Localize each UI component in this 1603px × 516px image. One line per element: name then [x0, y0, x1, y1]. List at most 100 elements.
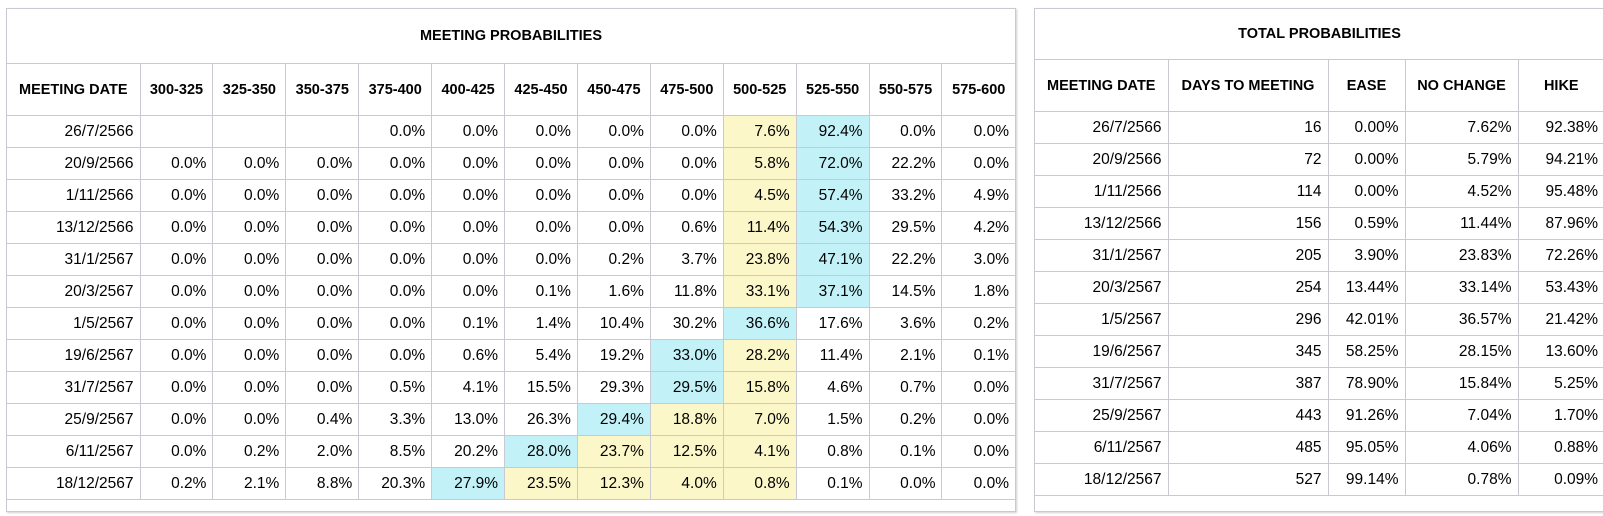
meeting-date-cell: 18/12/2567 [7, 467, 141, 500]
hike-cell: 72.26% [1517, 239, 1603, 272]
meeting-date-cell: 26/7/2566 [7, 115, 141, 148]
column-header-rate-range: 400-425 [431, 63, 506, 116]
probability-cell: 0.0% [576, 211, 651, 244]
probability-cell: 0.0% [139, 307, 214, 340]
meeting-date-cell: 13/12/2566 [7, 211, 141, 244]
probability-cell: 13.0% [431, 403, 506, 436]
no-change-cell: 7.04% [1404, 399, 1519, 432]
probability-cell: 0.1% [795, 467, 870, 500]
ease-cell: 0.00% [1327, 143, 1406, 176]
probability-cell: 19.2% [576, 339, 651, 372]
meeting-date-cell: 1/11/2566 [1035, 175, 1169, 208]
probability-cell: 92.4% [795, 115, 870, 148]
meeting-probabilities-title: MEETING PROBABILITIES [7, 9, 1015, 64]
probability-cell: 2.0% [285, 435, 360, 468]
meeting-date-cell: 20/9/2566 [7, 147, 141, 180]
probability-cell: 0.0% [139, 403, 214, 436]
meeting-date-cell: 1/5/2567 [1035, 303, 1169, 336]
probability-cell: 5.4% [504, 339, 578, 372]
ease-cell: 99.14% [1327, 463, 1406, 496]
probability-cell: 5.8% [722, 147, 797, 180]
probability-cell: 0.1% [431, 307, 506, 340]
table-row: 19/6/2567 0.0% 0.0% 0.0% 0.0% 0.6% 5.4% 19.2% 33… [7, 339, 1015, 372]
meeting-date-cell: 31/1/2567 [7, 243, 141, 276]
table-row: 26/7/2566 16 0.00% 7.62% 92.38% [1035, 111, 1603, 144]
probability-cell: 7.6% [722, 115, 797, 148]
probability-cell: 4.9% [941, 179, 1015, 212]
probability-cell: 1.6% [576, 275, 651, 308]
probability-cell: 12.3% [576, 467, 651, 500]
no-change-cell: 28.15% [1404, 335, 1519, 368]
no-change-cell: 15.84% [1404, 367, 1519, 400]
ease-cell: 95.05% [1327, 431, 1406, 464]
probability-cell: 0.0% [868, 467, 943, 500]
days-to-meeting-cell: 296 [1167, 303, 1329, 336]
probability-cell: 33.2% [868, 179, 943, 212]
column-header-rate-range: 550-575 [868, 63, 943, 116]
ease-cell: 3.90% [1327, 239, 1406, 272]
probability-cell: 0.2% [868, 403, 943, 436]
days-to-meeting-cell: 205 [1167, 239, 1329, 272]
probability-cell [139, 115, 214, 148]
probability-cell: 0.6% [649, 211, 724, 244]
table-row: 25/9/2567 0.0% 0.0% 0.4% 3.3% 13.0% 26.3% 29.4%… [7, 403, 1015, 436]
total-probabilities-title: TOTAL PROBABILITIES [1035, 9, 1603, 60]
table-row: 25/9/2567 443 91.26% 7.04% 1.70% [1035, 399, 1603, 432]
column-header-meeting-date: MEETING DATE [1035, 59, 1169, 112]
probability-cell: 12.5% [649, 435, 724, 468]
probability-cell: 2.1% [212, 467, 287, 500]
probability-cell: 33.1% [722, 275, 797, 308]
no-change-cell: 33.14% [1404, 271, 1519, 304]
meeting-date-cell: 20/3/2567 [1035, 271, 1169, 304]
probability-cell: 0.0% [212, 243, 287, 276]
probability-cell: 29.3% [576, 371, 651, 404]
probability-cell: 0.0% [576, 115, 651, 148]
table-row: 31/1/2567 205 3.90% 23.83% 72.26% [1035, 239, 1603, 272]
probability-cell: 0.0% [576, 179, 651, 212]
no-change-cell: 4.06% [1404, 431, 1519, 464]
meeting-date-cell: 13/12/2566 [1035, 207, 1169, 240]
probability-cell: 0.0% [212, 403, 287, 436]
probability-cell: 0.2% [212, 435, 287, 468]
column-header-ease: EASE [1327, 59, 1406, 112]
probability-cell: 0.0% [431, 179, 506, 212]
column-header-rate-range: 375-400 [358, 63, 433, 116]
probability-cell: 18.8% [649, 403, 724, 436]
total-probabilities-header: MEETING DATE DAYS TO MEETING EASE NO CHANGE… [1035, 59, 1603, 112]
hike-cell: 1.70% [1517, 399, 1603, 432]
probability-cell: 0.0% [358, 243, 433, 276]
probability-cell: 20.3% [358, 467, 433, 500]
probability-cell: 36.6% [722, 307, 797, 340]
meeting-probabilities-body: 26/7/2566 0.0% 0.0% 0.0% 0.0% 0.0% 7.6% 92.4% 0.… [7, 115, 1015, 500]
probability-cell: 0.8% [722, 467, 797, 500]
probability-cell: 0.1% [504, 275, 578, 308]
meeting-date-cell: 19/6/2567 [7, 339, 141, 372]
column-header-rate-range: 325-350 [212, 63, 287, 116]
probability-cell: 0.0% [358, 115, 433, 148]
meeting-date-cell: 18/12/2567 [1035, 463, 1169, 496]
total-probabilities-table: TOTAL PROBABILITIES MEETING DATE DAYS TO … [1035, 9, 1603, 496]
ease-cell: 58.25% [1327, 335, 1406, 368]
probability-cell: 0.0% [139, 339, 214, 372]
ease-cell: 42.01% [1327, 303, 1406, 336]
probability-cell: 22.2% [868, 243, 943, 276]
no-change-cell: 7.62% [1404, 111, 1519, 144]
column-header-no-change: NO CHANGE [1404, 59, 1519, 112]
probability-cell: 0.0% [139, 179, 214, 212]
probability-cell: 30.2% [649, 307, 724, 340]
probability-cell: 0.0% [941, 403, 1015, 436]
no-change-cell: 11.44% [1404, 207, 1519, 240]
meeting-date-cell: 19/6/2567 [1035, 335, 1169, 368]
table-row: 18/12/2567 0.2% 2.1% 8.8% 20.3% 27.9% 23.5% 12.… [7, 467, 1015, 500]
probability-cell: 17.6% [795, 307, 870, 340]
table-row: 20/9/2566 0.0% 0.0% 0.0% 0.0% 0.0% 0.0% 0.0% 0.0… [7, 147, 1015, 180]
days-to-meeting-cell: 114 [1167, 175, 1329, 208]
meeting-probabilities-panel: MEETING PROBABILITIES MEETING DATE 300-32… [6, 8, 1016, 512]
probability-cell: 0.0% [139, 371, 214, 404]
meeting-date-cell: 20/9/2566 [1035, 143, 1169, 176]
probability-cell: 15.8% [722, 371, 797, 404]
days-to-meeting-cell: 156 [1167, 207, 1329, 240]
probability-cell: 0.0% [649, 147, 724, 180]
column-header-meeting-date: MEETING DATE [7, 63, 141, 116]
probability-cell: 0.0% [649, 115, 724, 148]
